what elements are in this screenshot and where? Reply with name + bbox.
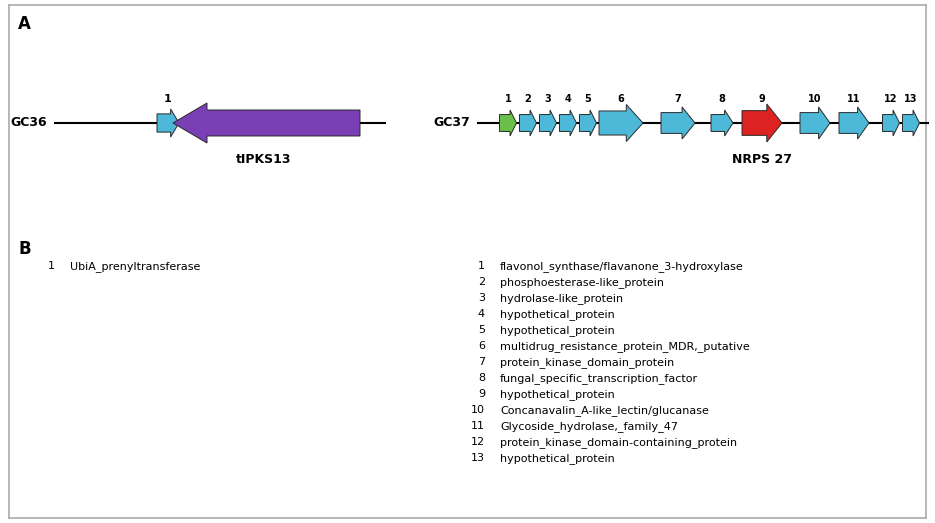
Text: fungal_specific_transcription_factor: fungal_specific_transcription_factor	[500, 373, 698, 384]
Text: phosphoesterase-like_protein: phosphoesterase-like_protein	[500, 277, 664, 288]
Text: 12: 12	[885, 94, 898, 104]
FancyArrow shape	[742, 104, 782, 142]
FancyArrow shape	[520, 110, 537, 136]
Text: 7: 7	[675, 94, 682, 104]
Text: 13: 13	[471, 453, 485, 463]
Text: 13: 13	[904, 94, 918, 104]
Text: 5: 5	[584, 94, 591, 104]
FancyArrow shape	[157, 109, 179, 137]
Text: NRPS 27: NRPS 27	[732, 153, 792, 166]
Text: protein_kinase_domain-containing_protein: protein_kinase_domain-containing_protein	[500, 437, 737, 448]
Text: 2: 2	[478, 277, 485, 287]
Text: protein_kinase_domain_protein: protein_kinase_domain_protein	[500, 357, 674, 368]
Text: 3: 3	[544, 94, 552, 104]
Text: 3: 3	[478, 293, 485, 303]
Text: B: B	[18, 240, 31, 258]
Text: 8: 8	[719, 94, 726, 104]
FancyArrow shape	[902, 110, 919, 136]
Text: multidrug_resistance_protein_MDR,_putative: multidrug_resistance_protein_MDR,_putati…	[500, 341, 750, 352]
FancyArrow shape	[839, 107, 869, 139]
FancyArrow shape	[661, 107, 695, 139]
Text: 10: 10	[471, 405, 485, 415]
FancyArrow shape	[539, 110, 556, 136]
Text: flavonol_synthase/flavanone_3-hydroxylase: flavonol_synthase/flavanone_3-hydroxylas…	[500, 261, 743, 272]
Text: UbiA_prenyltransferase: UbiA_prenyltransferase	[70, 261, 200, 272]
FancyArrow shape	[883, 110, 899, 136]
Text: 1: 1	[165, 94, 172, 104]
Text: A: A	[18, 15, 31, 33]
Text: 8: 8	[478, 373, 485, 383]
Text: GC36: GC36	[10, 117, 47, 130]
Text: 11: 11	[471, 421, 485, 431]
FancyArrow shape	[800, 107, 830, 139]
FancyArrow shape	[580, 110, 597, 136]
Text: Glycoside_hydrolase,_family_47: Glycoside_hydrolase,_family_47	[500, 421, 678, 432]
Text: 11: 11	[847, 94, 861, 104]
Text: hydrolase-like_protein: hydrolase-like_protein	[500, 293, 623, 304]
Text: 5: 5	[478, 325, 485, 335]
FancyArrow shape	[173, 103, 360, 143]
Text: GC37: GC37	[433, 117, 470, 130]
Text: 2: 2	[525, 94, 531, 104]
Text: hypothetical_protein: hypothetical_protein	[500, 309, 614, 320]
Text: hypothetical_protein: hypothetical_protein	[500, 325, 614, 336]
Text: 7: 7	[478, 357, 485, 367]
Text: 6: 6	[618, 94, 625, 104]
Text: 1: 1	[48, 261, 55, 271]
Text: 1: 1	[505, 94, 511, 104]
Text: 6: 6	[478, 341, 485, 351]
Text: 12: 12	[471, 437, 485, 447]
Text: hypothetical_protein: hypothetical_protein	[500, 389, 614, 400]
Text: tIPKS13: tIPKS13	[237, 153, 292, 166]
Text: hypothetical_protein: hypothetical_protein	[500, 453, 614, 464]
FancyArrow shape	[559, 110, 577, 136]
Text: 1: 1	[478, 261, 485, 271]
Text: 4: 4	[478, 309, 485, 319]
Text: 4: 4	[565, 94, 571, 104]
FancyArrow shape	[711, 110, 733, 136]
Text: 10: 10	[808, 94, 822, 104]
Text: Concanavalin_A-like_lectin/glucanase: Concanavalin_A-like_lectin/glucanase	[500, 405, 709, 416]
Text: 9: 9	[478, 389, 485, 399]
Text: 9: 9	[758, 94, 766, 104]
FancyArrow shape	[499, 110, 516, 136]
FancyArrow shape	[599, 105, 643, 142]
